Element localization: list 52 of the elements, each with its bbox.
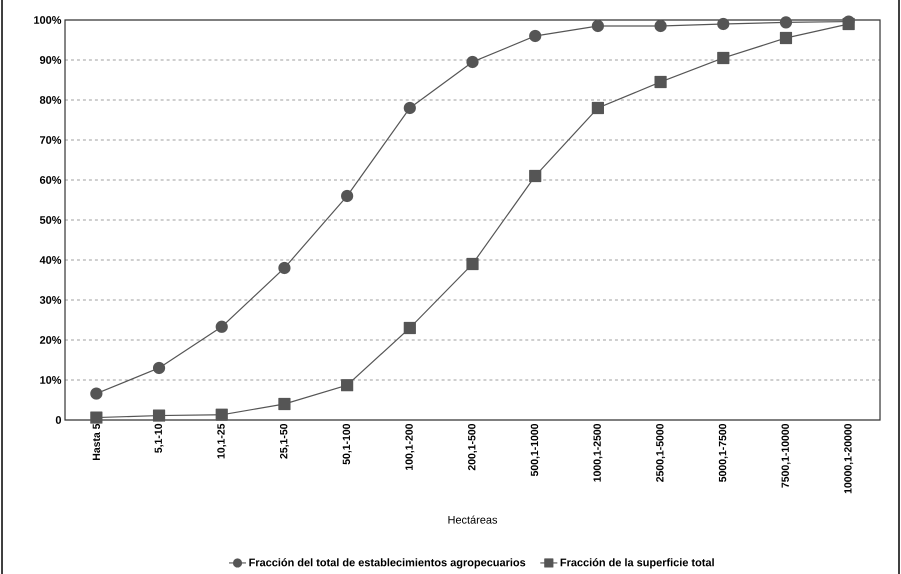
y-tick-label: 20% [40, 336, 62, 344]
x-tick-label: 7500,1-10000 [782, 424, 790, 488]
x-tick-label: 10,1-25 [217, 424, 226, 458]
x-tick-label: 10000,1-20000 [844, 424, 854, 494]
point [90, 411, 102, 424]
x-tick-label: 25,1-50 [280, 424, 289, 459]
point [152, 409, 166, 422]
x-tick-label: 200,1-500 [468, 424, 477, 470]
x-tick-label: Hasta 5 [92, 424, 100, 460]
x-tick-label: 2500,1-5000 [656, 424, 666, 482]
point [717, 18, 730, 30]
point [341, 190, 354, 202]
x-tick-label: 5,1-10 [154, 424, 164, 453]
x-tick-label: 5000,1-7500 [718, 424, 728, 482]
point [152, 362, 166, 374]
x-tick-label: 1000,1-2500 [593, 424, 602, 482]
y-tick-label: 70% [40, 136, 62, 144]
point [592, 20, 604, 32]
point [654, 20, 667, 32]
y-tick-label: 80% [40, 96, 62, 104]
point [780, 32, 792, 44]
point [717, 52, 730, 64]
y-tick-label: 10% [40, 376, 62, 384]
point [842, 18, 855, 30]
point [466, 258, 479, 270]
point [780, 16, 792, 28]
y-tick-label: 30% [40, 296, 62, 304]
point [278, 398, 291, 410]
y-tick-label: 40% [40, 256, 62, 264]
y-tick-label: 0 [56, 416, 62, 424]
legend-label: Fracción del total de establecimientos agropecuarios [249, 558, 526, 569]
x-axis-title: Hectáreas [448, 516, 498, 524]
point [278, 262, 291, 274]
point [654, 76, 667, 88]
y-tick-label: 90% [40, 56, 62, 64]
y-tick-label: 50% [40, 216, 62, 224]
legend-label: Fracción de la superficie total [560, 558, 714, 568]
point [216, 408, 228, 421]
point [216, 320, 228, 333]
x-tick-label: 50,1-100 [342, 424, 352, 464]
y-tick-label: 100% [34, 16, 62, 24]
point [404, 322, 416, 334]
point [529, 170, 542, 182]
point [592, 102, 604, 114]
x-tick-label: 100,1-200 [405, 424, 414, 470]
point [90, 387, 102, 400]
y-tick-label: 60% [40, 176, 62, 184]
point [404, 102, 416, 114]
x-tick-label: 500,1-1000 [530, 424, 540, 476]
point [341, 379, 354, 392]
point [529, 30, 542, 42]
point [466, 56, 479, 68]
